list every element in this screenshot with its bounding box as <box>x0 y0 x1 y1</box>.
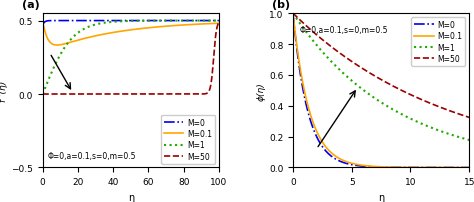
Text: (b): (b) <box>272 0 290 10</box>
X-axis label: η: η <box>128 192 134 202</box>
Y-axis label: f '(η): f '(η) <box>0 80 8 101</box>
Y-axis label: ϕ(η): ϕ(η) <box>257 82 266 100</box>
Text: Φ=0,a=0.1,s=0,m=0.5: Φ=0,a=0.1,s=0,m=0.5 <box>48 152 137 160</box>
Legend: M=0, M=0.1, M=1, M=50: M=0, M=0.1, M=1, M=50 <box>411 18 465 67</box>
X-axis label: η: η <box>378 192 384 202</box>
Legend: M=0, M=0.1, M=1, M=50: M=0, M=0.1, M=1, M=50 <box>161 115 215 164</box>
Text: Φ=0,a=0.1,s=0,m=0.5: Φ=0,a=0.1,s=0,m=0.5 <box>300 26 389 35</box>
Text: (a): (a) <box>21 0 39 10</box>
